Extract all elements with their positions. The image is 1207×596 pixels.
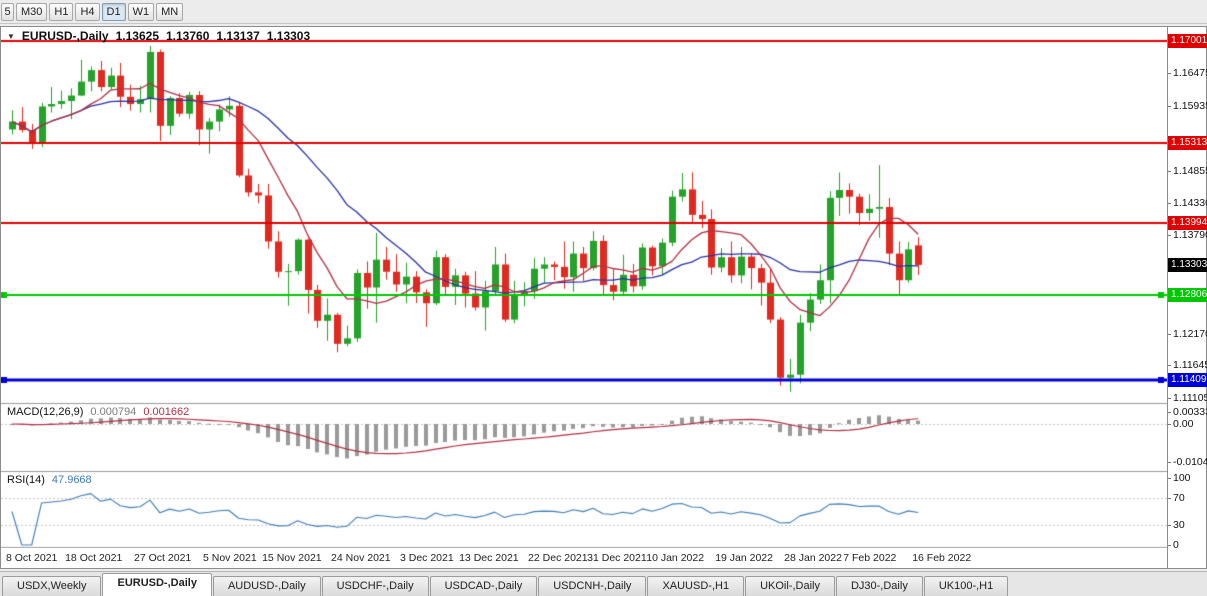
- date-axis-label: 3 Dec 2021: [400, 552, 454, 564]
- chart-tab-usdcad-daily[interactable]: USDCAD-,Daily: [429, 576, 538, 596]
- timeframe-toolbar: 5 M30 H1 H4 D1 W1 MN: [0, 0, 1207, 24]
- date-axis-label: 16 Feb 2022: [912, 552, 972, 564]
- price-axis-tick: 1.14330: [1168, 197, 1207, 209]
- timeframe-button-d1[interactable]: D1: [101, 2, 126, 21]
- price-level-badge: 1.15313: [1168, 136, 1207, 151]
- price-axis-tick: 1.11105: [1167, 392, 1207, 404]
- rsi-axis-tick: 30: [1168, 518, 1185, 531]
- rsi-name: RSI(14): [7, 474, 45, 486]
- current-price-badge: 1.13303: [1168, 257, 1207, 272]
- chart-tab-uk100-h1[interactable]: UK100-,H1: [923, 576, 1009, 596]
- chart-tab-audusd-daily[interactable]: AUDUSD-,Daily: [212, 576, 321, 596]
- macd-axis-tick: -0.01043: [1167, 456, 1207, 468]
- time-axis[interactable]: 8 Oct 2021 18 Oct 2021 27 Oct 2021 5 Nov 20…: [1, 548, 1167, 568]
- price-scale[interactable]: 1.16475 1.15935 1.14855 1.14330 1.13790 1.121…: [1167, 27, 1207, 568]
- price-axis-tick: 1.16475: [1168, 67, 1207, 79]
- timeframe-button-w1[interactable]: W1: [127, 2, 155, 21]
- price-chart-canvas[interactable]: [1, 27, 1167, 568]
- chart-window: ▼ EURUSD-,Daily 1.13625 1.13760 1.13137 …: [0, 26, 1207, 569]
- date-axis-label: 19 Jan 2022: [715, 552, 773, 564]
- price-level-badge: 1.17001: [1168, 34, 1207, 48]
- macd-name: MACD(12,26,9): [7, 406, 84, 418]
- close-value: 1.13303: [266, 29, 311, 43]
- timeframe-button-m30[interactable]: M30: [16, 2, 48, 21]
- date-axis-label: 15 Nov 2021: [262, 552, 322, 564]
- macd-axis-tick: 0.00: [1167, 418, 1194, 430]
- timeframe-button-mn[interactable]: MN: [156, 2, 184, 21]
- price-axis-tick: 1.11645: [1167, 359, 1207, 371]
- timeframe-button-h4[interactable]: H4: [75, 2, 100, 21]
- chart-tab-usdchf-daily[interactable]: USDCHF-,Daily: [321, 576, 429, 596]
- date-axis-label: 27 Oct 2021: [134, 552, 192, 564]
- symbol-period-label: EURUSD-,Daily: [21, 29, 109, 43]
- price-axis-tick: 1.12170: [1168, 328, 1207, 340]
- open-value: 1.13625: [115, 29, 159, 43]
- price-axis-tick: 1.14855: [1168, 165, 1207, 177]
- date-axis-label: 22 Dec 2021: [528, 552, 588, 564]
- rsi-value: 47.9668: [51, 474, 92, 486]
- low-value: 1.13137: [216, 29, 260, 43]
- chart-title: ▼ EURUSD-,Daily 1.13625 1.13760 1.13137 …: [7, 29, 310, 43]
- macd-main-value: 0.000794: [90, 406, 137, 418]
- price-axis-tick: 1.15935: [1168, 100, 1207, 112]
- high-value: 1.13760: [166, 29, 210, 43]
- rsi-axis-tick: 70: [1168, 492, 1185, 505]
- date-axis-label: 31 Dec 2021: [587, 552, 647, 564]
- rsi-indicator-label: RSI(14) 47.9668: [7, 474, 92, 486]
- date-axis-label: 10 Jan 2022: [646, 552, 705, 564]
- chart-tab-usdx-weekly[interactable]: USDX,Weekly: [2, 576, 102, 596]
- chart-tab-bar: USDX,Weekly EURUSD-,Daily AUDUSD-,Daily USD…: [0, 571, 1207, 596]
- macd-indicator-label: MACD(12,26,9) 0.000794 0.001662: [7, 406, 189, 418]
- rsi-axis-tick: 0: [1168, 539, 1179, 551]
- date-axis-label: 7 Feb 2022: [843, 552, 897, 564]
- date-axis-label: 5 Nov 2021: [203, 552, 257, 564]
- chart-tab-ukoil-daily[interactable]: UKOil-,Daily: [745, 576, 835, 596]
- price-axis-tick: 1.13790: [1168, 229, 1207, 241]
- chart-tab-dj30-daily[interactable]: DJ30-,Daily: [835, 576, 923, 596]
- price-level-badge: 1.11409: [1168, 372, 1207, 387]
- price-level-badge: 1.12806: [1168, 288, 1207, 302]
- chart-tab-xauusd-h1[interactable]: XAUUSD-,H1: [647, 576, 745, 596]
- date-axis-label: 13 Dec 2021: [459, 552, 519, 564]
- expand-triangle-icon[interactable]: ▼: [7, 31, 15, 41]
- date-axis-label: 8 Oct 2021: [6, 552, 58, 564]
- macd-axis-tick: 0.00333: [1168, 406, 1207, 418]
- timeframe-button-5[interactable]: 5: [1, 2, 14, 21]
- chart-tab-usdcnh-daily[interactable]: USDCNH-,Daily: [538, 576, 647, 596]
- price-level-badge: 1.13994: [1168, 216, 1207, 231]
- chart-tab-eurusd-daily[interactable]: EURUSD-,Daily: [102, 573, 212, 596]
- date-axis-label: 18 Oct 2021: [65, 552, 123, 564]
- date-axis-label: 28 Jan 2022: [784, 552, 842, 564]
- macd-signal-value: 0.001662: [143, 406, 190, 418]
- date-axis-label: 24 Nov 2021: [331, 552, 391, 564]
- timeframe-button-h1[interactable]: H1: [49, 2, 74, 21]
- rsi-axis-tick: 100: [1168, 472, 1191, 484]
